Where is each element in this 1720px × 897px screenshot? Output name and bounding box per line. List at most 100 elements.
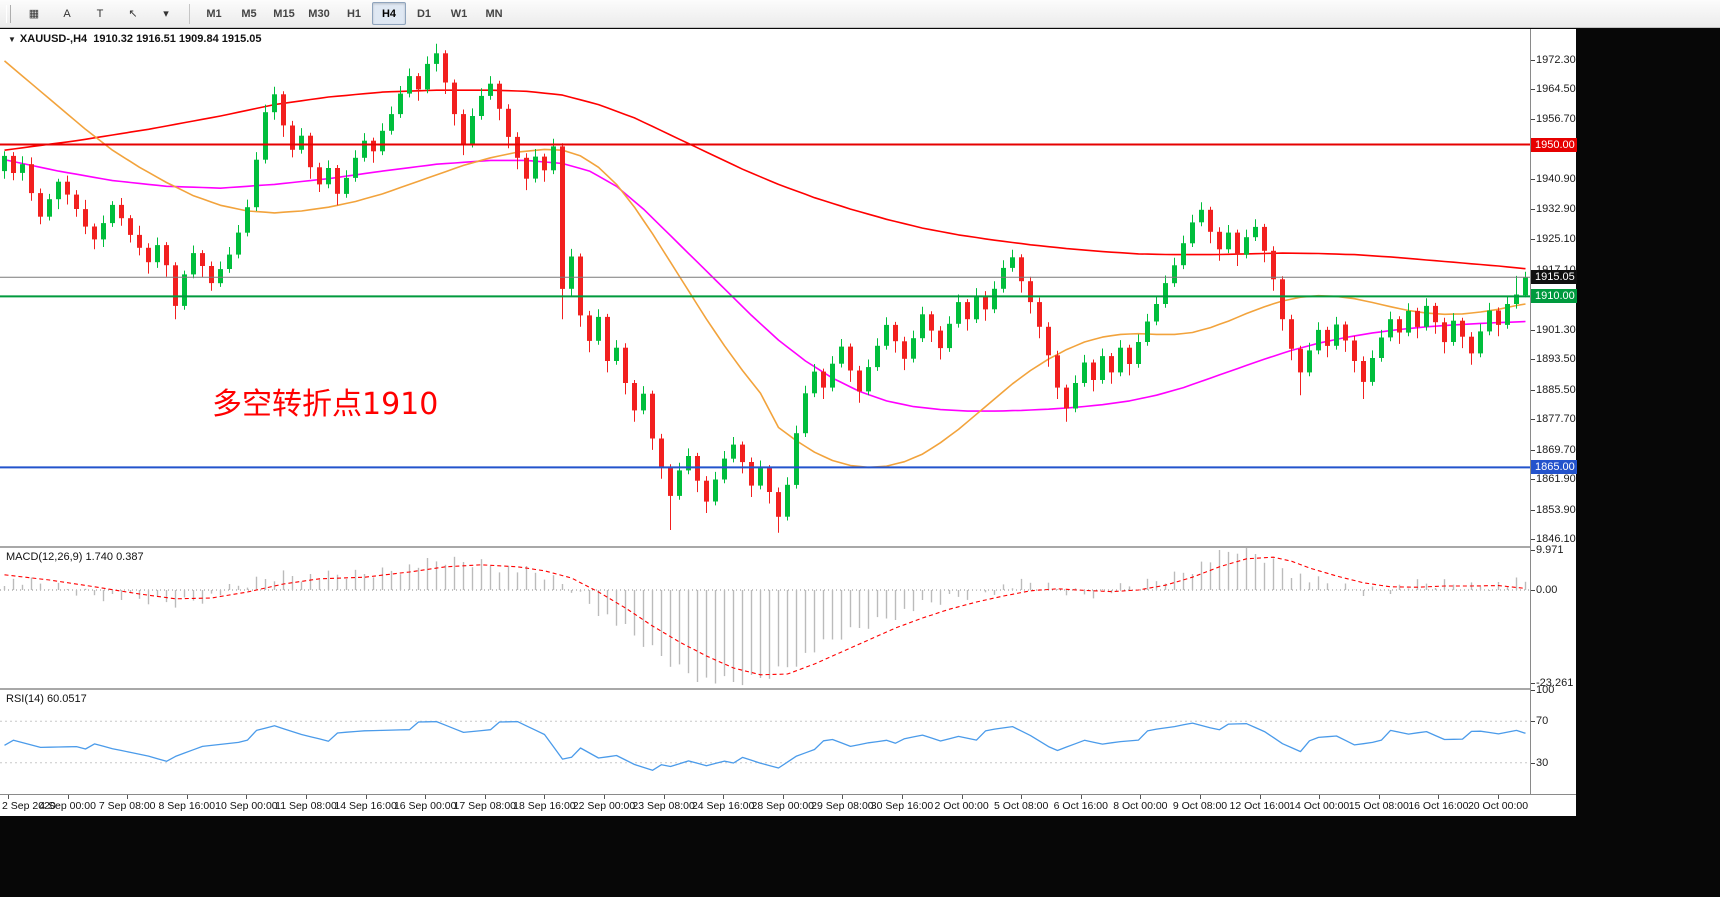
annotate-t-icon: T bbox=[96, 7, 104, 20]
tool-button-annotate-t[interactable]: T bbox=[84, 2, 116, 25]
axis-tick-label: 1901.30 bbox=[1536, 323, 1576, 336]
timeframe-button-m5[interactable]: M5 bbox=[241, 7, 257, 20]
toolbar: ▦ A T ↖ ▾ M1 M5 M15 M30 H1 H4 D1 W1 MN bbox=[0, 0, 1720, 28]
timeframe-button-m30[interactable]: M30 bbox=[308, 7, 330, 20]
axis-tick-mark bbox=[1531, 59, 1535, 61]
axis-tick-label: 1885.50 bbox=[1536, 383, 1576, 396]
axis-tick-label: 1964.50 bbox=[1536, 83, 1576, 96]
date-tick-label: 6 Oct 16:00 bbox=[1053, 800, 1108, 812]
date-tick-mark bbox=[1200, 795, 1201, 799]
tool-button-cursor[interactable]: ↖ bbox=[117, 2, 149, 25]
tool-button-annotate-a[interactable]: A bbox=[51, 2, 83, 25]
axis-tick-label: 1877.70 bbox=[1536, 413, 1576, 426]
date-tick-mark bbox=[484, 795, 486, 799]
date-tick-mark bbox=[1021, 795, 1023, 799]
date-tick-mark bbox=[1498, 795, 1499, 799]
axis-tick-mark bbox=[1531, 590, 1535, 591]
date-tick-label: 9 Oct 08:00 bbox=[1172, 800, 1228, 812]
date-tick-label: 15 Oct 08:00 bbox=[1348, 800, 1409, 812]
date-tick-mark bbox=[365, 795, 367, 799]
date-tick-label: 8 Sep 16:00 bbox=[158, 800, 216, 812]
date-tick-label: 2 Sep 2020 bbox=[2, 800, 56, 812]
axis-tick-label: 1940.90 bbox=[1536, 173, 1576, 185]
date-tick-mark bbox=[1140, 795, 1142, 799]
chart-title: ▼ XAUUSD-,H4 1910.32 1916.51 1909.84 1915… bbox=[8, 33, 262, 45]
axis-tick-label: 1861.90 bbox=[1536, 473, 1576, 486]
price-axis[interactable]: 1972.301964.501956.701948.901940.901932.… bbox=[1530, 29, 1577, 794]
date-tick-label: 30 Sep 16:00 bbox=[870, 800, 934, 812]
timeframe-button-m15[interactable]: M15 bbox=[273, 7, 295, 20]
tool-button-chart-grid[interactable]: ▦ bbox=[18, 2, 50, 25]
axis-tick-mark bbox=[1531, 89, 1535, 91]
axis-tick-label: 100 bbox=[1536, 684, 1555, 696]
date-tick-mark bbox=[723, 795, 725, 799]
axis-tick-mark bbox=[1531, 721, 1535, 723]
date-tick-mark bbox=[604, 795, 605, 799]
axis-tick-label: 1846.10 bbox=[1536, 533, 1576, 546]
axis-tick-mark bbox=[1531, 269, 1535, 271]
axis-tick-label: 30 bbox=[1536, 756, 1549, 769]
date-tick-label: 10 Sep 00:00 bbox=[215, 800, 278, 812]
macd-label: MACD(12,26,9) 1.740 0.387 bbox=[6, 551, 144, 563]
timeframe-button-h1[interactable]: H1 bbox=[346, 7, 362, 20]
toolbar-tools: ▦ A T ↖ ▾ bbox=[18, 2, 182, 25]
date-tick-label: 28 Sep 00:00 bbox=[751, 800, 815, 812]
axis-tick-mark bbox=[1531, 359, 1535, 361]
date-tick-mark bbox=[67, 795, 69, 799]
date-tick-label: 8 Oct 00:00 bbox=[1113, 800, 1168, 812]
collapse-triangle-icon[interactable]: ▼ bbox=[8, 35, 16, 44]
date-tick-label: 11 Sep 08:00 bbox=[275, 800, 337, 812]
date-tick-mark bbox=[842, 795, 844, 799]
axis-tick-mark bbox=[1531, 239, 1535, 241]
date-tick-mark bbox=[1378, 795, 1380, 799]
axis-tick-label: 1893.50 bbox=[1536, 353, 1576, 366]
date-tick-label: 23 Sep 08:00 bbox=[632, 800, 695, 812]
date-tick-mark bbox=[1438, 795, 1440, 799]
date-tick-label: 16 Sep 00:00 bbox=[393, 800, 457, 812]
rsi-panel[interactable]: RSI(14) 60.0517 bbox=[0, 690, 1530, 794]
date-tick-mark bbox=[425, 795, 427, 799]
date-tick-mark bbox=[8, 795, 9, 799]
timeframe-button-m1[interactable]: M1 bbox=[206, 7, 222, 20]
macd-panel[interactable]: MACD(12,26,9) 1.740 0.387 bbox=[0, 548, 1530, 688]
date-tick-mark bbox=[782, 795, 784, 799]
date-tick-label: 22 Sep 00:00 bbox=[572, 800, 636, 812]
axis-tick-label: 1956.70 bbox=[1536, 113, 1576, 125]
macd-values: 1.740 0.387 bbox=[85, 551, 144, 563]
axis-tick-mark bbox=[1531, 479, 1535, 481]
date-tick-label: 20 Oct 00:00 bbox=[1467, 800, 1529, 812]
cursor-icon: ↖ bbox=[128, 8, 138, 20]
rsi-label: RSI(14) 60.0517 bbox=[6, 693, 87, 705]
axis-tick-label: 9.971 bbox=[1536, 544, 1564, 557]
axis-tick-label: 1869.70 bbox=[1536, 443, 1576, 456]
date-tick-label: 29 Sep 08:00 bbox=[811, 800, 874, 812]
axis-tick-mark bbox=[1531, 762, 1535, 764]
toolbar-grip[interactable] bbox=[6, 4, 11, 23]
symbol-timeframe-label: XAUUSD-,H4 bbox=[19, 33, 88, 45]
timeframe-button-d1[interactable]: D1 bbox=[416, 7, 432, 20]
date-tick-label: 5 Oct 08:00 bbox=[994, 800, 1049, 812]
rsi-name: RSI(14) bbox=[6, 693, 44, 705]
date-tick-mark bbox=[1259, 795, 1261, 799]
chart-annotation-text[interactable]: 多空转折点1910 bbox=[212, 387, 439, 422]
timeframe-toolbar: M1 M5 M15 M30 H1 H4 D1 W1 MN bbox=[197, 2, 511, 25]
axis-tick-label: 0.00 bbox=[1536, 584, 1558, 596]
axis-tick-label: 1932.90 bbox=[1536, 203, 1576, 216]
date-tick-mark bbox=[544, 795, 546, 799]
panel-divider[interactable] bbox=[0, 546, 1576, 548]
panel-divider[interactable] bbox=[0, 688, 1576, 690]
axis-tick-mark bbox=[1531, 690, 1535, 691]
axis-tick-label: 70 bbox=[1536, 715, 1549, 728]
date-tick-label: 4 Sep 00:00 bbox=[39, 800, 96, 812]
price-chart[interactable]: ▼ XAUUSD-,H4 1910.32 1916.51 1909.84 1915… bbox=[0, 29, 1530, 546]
timeframe-button-mn[interactable]: MN bbox=[485, 7, 503, 20]
time-axis[interactable]: 2 Sep 2020 4 Sep 00:00 7 Sep 08:00 8 Sep 16… bbox=[0, 794, 1576, 816]
annotate-a-icon: A bbox=[63, 7, 71, 20]
tool-button-caret-down[interactable]: ▾ bbox=[150, 2, 182, 25]
axis-tick-mark bbox=[1531, 419, 1535, 421]
date-tick-label: 7 Sep 08:00 bbox=[98, 800, 156, 812]
date-tick-mark bbox=[902, 795, 903, 799]
timeframe-button-w1[interactable]: W1 bbox=[450, 7, 468, 20]
macd-name: MACD(12,26,9) bbox=[6, 551, 83, 563]
timeframe-button-h4[interactable]: H4 bbox=[372, 2, 406, 25]
